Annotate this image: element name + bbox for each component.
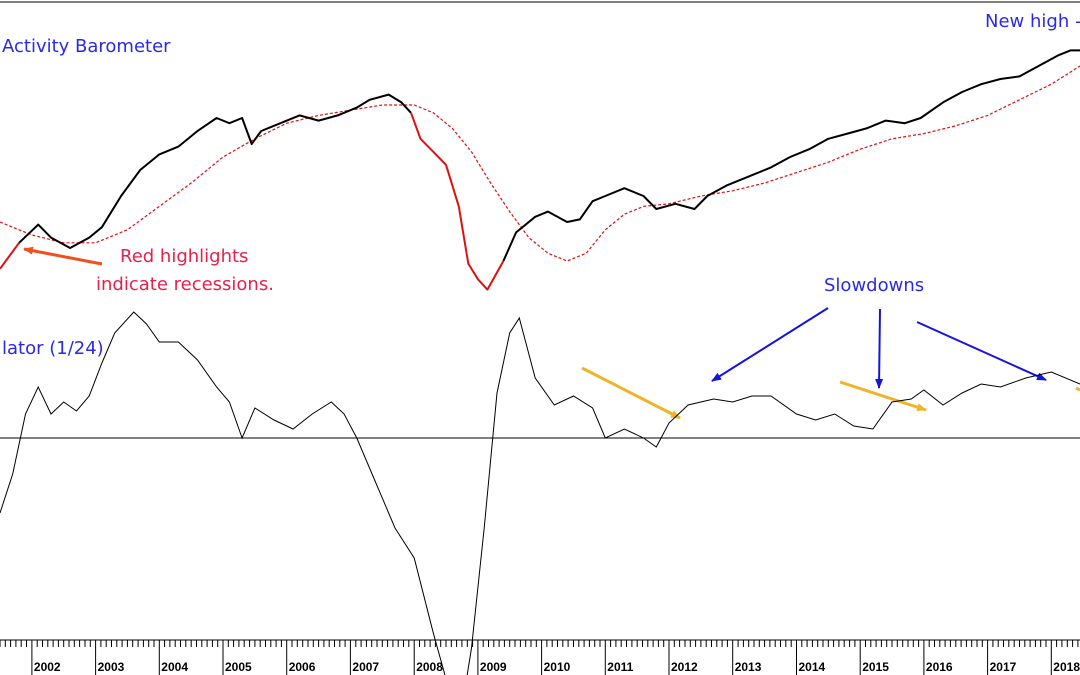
barometer-line-segment-1 xyxy=(18,93,412,249)
x-tick-label: 2009 xyxy=(480,660,507,674)
barometer-title: Activity Barometer xyxy=(2,36,171,57)
recession-arrow xyxy=(23,246,103,266)
x-tick-label: 2002 xyxy=(34,660,61,674)
x-tick-label: 2011 xyxy=(607,660,633,674)
decline-arrow-2018 xyxy=(1075,386,1080,392)
slowdown-arrow-right xyxy=(916,321,1047,381)
x-tick-label: 2006 xyxy=(289,660,316,674)
x-tick-label: 2004 xyxy=(161,660,188,674)
x-tick-label: 2016 xyxy=(926,660,953,674)
x-tick-label: 2008 xyxy=(416,660,443,674)
x-tick-label: 2012 xyxy=(671,660,698,674)
x-tick-label: 2015 xyxy=(862,660,889,674)
slowdown-arrow-left xyxy=(711,307,829,382)
oscillator-line xyxy=(0,311,1080,675)
barometer-recession-segment-2 xyxy=(410,112,505,291)
oscillator-title: lator (1/24) xyxy=(2,338,104,359)
recession-note-line-1: Red highlights xyxy=(120,246,248,267)
decline-arrow-2011 xyxy=(581,366,681,420)
slowdowns-label: Slowdowns xyxy=(824,275,924,296)
x-tick-label: 2018 xyxy=(1053,660,1080,674)
decline-arrow-2015 xyxy=(839,380,927,412)
x-tick-label: 2005 xyxy=(225,660,252,674)
x-tick-label: 2003 xyxy=(98,660,125,674)
x-tick-label: 2017 xyxy=(990,660,1017,674)
barometer-moving-average-line xyxy=(0,65,1080,262)
slowdown-arrow-center xyxy=(875,308,884,389)
x-tick-label: 2007 xyxy=(352,660,379,674)
series-layer xyxy=(0,49,1080,675)
barometer-recession-segment-0 xyxy=(0,242,20,270)
new-high-label: New high - xyxy=(985,11,1080,32)
x-tick-label: 2013 xyxy=(735,660,762,674)
x-tick-label: 2014 xyxy=(799,660,826,674)
barometer-line-segment-3 xyxy=(502,49,1080,262)
recession-note-line-2: indicate recessions. xyxy=(96,274,274,295)
x-tick-label: 2010 xyxy=(544,660,571,674)
x-axis: 2002 2003 2004 2005 2006 2007 2008 2009 2010 2011… xyxy=(0,640,1080,675)
